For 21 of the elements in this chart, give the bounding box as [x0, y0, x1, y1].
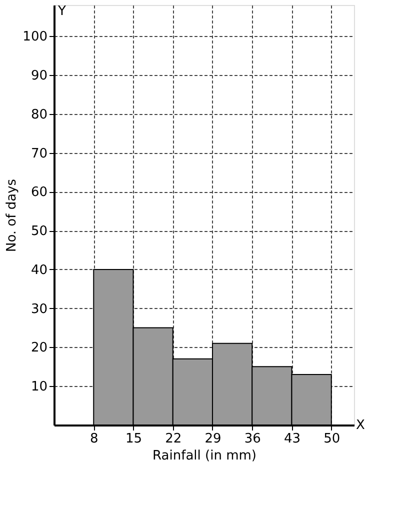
y-tick-label: 50 — [30, 224, 48, 240]
x-tick-label: 22 — [165, 432, 182, 446]
x-axis-title: Rainfall (in mm) — [152, 448, 256, 464]
y-tick-label: 60 — [30, 185, 48, 200]
y-tick-label: 70 — [30, 146, 48, 162]
text: X — [356, 418, 365, 433]
y-tick-label: 80 — [30, 107, 48, 122]
x-tick-label: 15 — [125, 432, 142, 446]
y-tick-label: 20 — [30, 340, 48, 356]
annotation: Y — [57, 4, 66, 19]
x-tick-label: 43 — [284, 432, 301, 446]
y-tick-label: 40 — [30, 262, 48, 278]
y-tick-label: 30 — [30, 302, 48, 317]
y-axis-title: No. of days — [4, 178, 20, 252]
y-tick-label: 10 — [30, 380, 48, 395]
x-tick-label: 50 — [324, 432, 340, 446]
x-tick-label: 36 — [244, 432, 261, 446]
x-tick-label: 29 — [204, 432, 222, 446]
y-tick-label: 90 — [30, 68, 48, 84]
x-tick-label: 8 — [90, 432, 98, 446]
y-tick-label: 100 — [22, 30, 48, 45]
